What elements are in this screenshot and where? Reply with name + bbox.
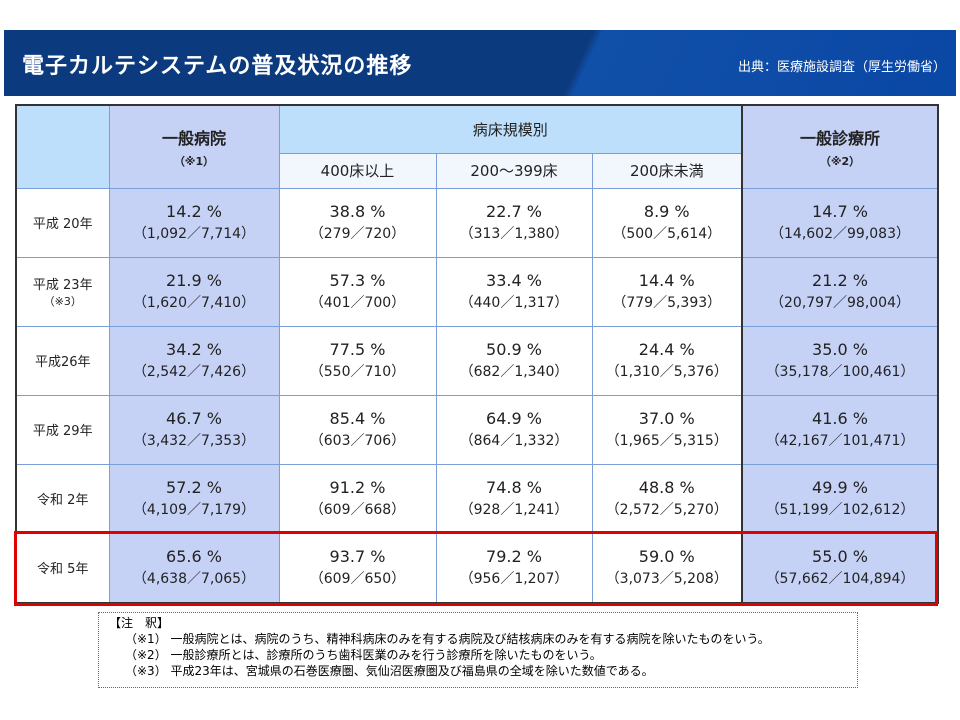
value-cell: 38.8 % （279／720）: [278, 187, 437, 258]
value-cell: 74.8 % （928／1,241）: [435, 463, 593, 534]
note-3: （※3） 平成23年は、宮城県の石巻医療圏、気仙沼医療圏及び福島県の全域を除いた…: [125, 664, 654, 678]
title-banner: 電子カルテシステムの普及状況の推移 出典：医療施設調査（厚生労働省）: [4, 30, 956, 96]
corner-cell: [15, 104, 110, 189]
value-cell: 77.5 % （550／710）: [278, 325, 437, 396]
value-cell: 21.2 % （20,797／98,004）: [741, 256, 939, 327]
value-cell: 93.7 % （609／650）: [278, 532, 437, 604]
value-cell: 41.6 % （42,167／101,471）: [741, 394, 939, 465]
highlight-box-latest-row: [14, 531, 938, 606]
row-year: 令和 2年: [15, 463, 110, 534]
subheader-under200: 200床未満: [591, 152, 743, 189]
value-cell: 65.6 % （4,638／7,065）: [108, 532, 280, 604]
row-year: 平成26年: [15, 325, 110, 396]
page-title: 電子カルテシステムの普及状況の推移: [22, 54, 413, 79]
table-row: 平成 23年 （※3） 21.9 % （1,620／7,410） 57.3 % （401／…: [15, 256, 939, 327]
value-cell: 33.4 % （440／1,317）: [435, 256, 593, 327]
value-cell: 24.4 % （1,310／5,376）: [591, 325, 743, 396]
value-cell: 22.7 % （313／1,380）: [435, 187, 593, 258]
value-cell: 48.8 % （2,572／5,270）: [591, 463, 743, 534]
value-cell: 35.0 % （35,178／100,461）: [741, 325, 939, 396]
value-cell: 57.3 % （401／700）: [278, 256, 437, 327]
value-cell: 8.9 % （500／5,614）: [591, 187, 743, 258]
value-cell: 46.7 % （3,432／7,353）: [108, 394, 280, 465]
row-year: 平成 29年: [15, 394, 110, 465]
row-year: 平成 20年: [15, 187, 110, 258]
table-row: 令和 5年 65.6 % （4,638／7,065） 93.7 % （609／650） 7…: [15, 532, 939, 604]
header-general-clinic: 一般診療所 （※2）: [741, 104, 939, 189]
subheader-200-399: 200〜399床: [435, 152, 593, 189]
notes-heading: 【注 釈】: [109, 616, 170, 630]
value-cell: 91.2 % （609／668）: [278, 463, 437, 534]
notes-box: 【注 釈】 （※1） 一般病院とは、病院のうち、精神科病床のみを有する病院及び結…: [98, 612, 858, 688]
value-cell: 14.2 % （1,092／7,714）: [108, 187, 280, 258]
table-row: 平成 29年 46.7 % （3,432／7,353） 85.4 % （603／706）…: [15, 394, 939, 465]
value-cell: 21.9 % （1,620／7,410）: [108, 256, 280, 327]
table-row: 令和 2年 57.2 % （4,109／7,179） 91.2 % （609／668） 7…: [15, 463, 939, 534]
value-cell: 50.9 % （682／1,340）: [435, 325, 593, 396]
header-general-hospital: 一般病院 （※1）: [108, 104, 280, 189]
row-year: 令和 5年: [15, 532, 110, 604]
value-cell: 64.9 % （864／1,332）: [435, 394, 593, 465]
value-cell: 37.0 % （1,965／5,315）: [591, 394, 743, 465]
value-cell: 55.0 % （57,662／104,894）: [741, 532, 939, 604]
value-cell: 34.2 % （2,542／7,426）: [108, 325, 280, 396]
value-cell: 85.4 % （603／706）: [278, 394, 437, 465]
value-cell: 59.0 % （3,073／5,208）: [591, 532, 743, 604]
adoption-table: 一般病院 （※1） 病床規模別 一般診療所 （※2） 400床以上 200〜399床…: [15, 104, 940, 604]
note-1: （※1） 一般病院とは、病院のうち、精神科病床のみを有する病院及び結核病床のみを…: [125, 632, 770, 646]
row-year: 平成 23年 （※3）: [15, 256, 110, 327]
value-cell: 14.7 % （14,602／99,083）: [741, 187, 939, 258]
value-cell: 57.2 % （4,109／7,179）: [108, 463, 280, 534]
note-2: （※2） 一般診療所とは、診療所のうち歯科医業のみを行う診療所を除いたものをいう…: [125, 648, 602, 662]
value-cell: 49.9 % （51,199／102,612）: [741, 463, 939, 534]
source-label: 出典：医療施設調査（厚生労働省）: [737, 60, 946, 75]
header-bed-scale: 病床規模別: [278, 104, 743, 154]
table-row: 平成 20年 14.2 % （1,092／7,714） 38.8 % （279／720）…: [15, 187, 939, 258]
subheader-400plus: 400床以上: [278, 152, 437, 189]
table-row: 平成26年 34.2 % （2,542／7,426） 77.5 % （550／710） 5…: [15, 325, 939, 396]
value-cell: 14.4 % （779／5,393）: [591, 256, 743, 327]
